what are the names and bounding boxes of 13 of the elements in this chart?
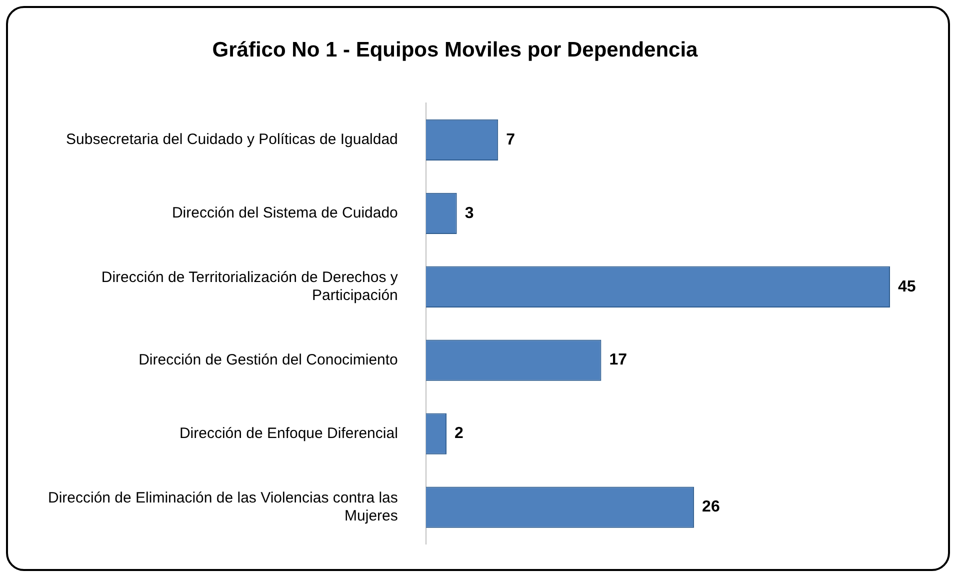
data-label: 2	[454, 425, 464, 442]
y-tick-label: Subsecretaria del Cuidado y Políticas de Igualdad	[66, 131, 398, 148]
y-tick-label: Dirección de Territorialización de Derechos y Participación	[101, 269, 398, 304]
data-label: 7	[506, 131, 516, 148]
data-label: 26	[702, 498, 720, 516]
y-tick-label: Dirección del Sistema de Cuidado	[172, 204, 398, 222]
y-tick-label: Dirección de Gestión del Conocimiento	[138, 351, 398, 368]
data-label: 45	[898, 278, 916, 296]
y-tick-label: Dirección de Enfoque Diferencial	[179, 424, 398, 442]
data-label: 3	[464, 204, 474, 222]
y-tick-label: Dirección de Eliminación de las Violencias contra las Mujeres	[48, 489, 398, 524]
chart-title: Gráfico No 1 - Equipos Moviles por Dependencia	[212, 38, 698, 62]
data-label: 17	[609, 352, 628, 369]
